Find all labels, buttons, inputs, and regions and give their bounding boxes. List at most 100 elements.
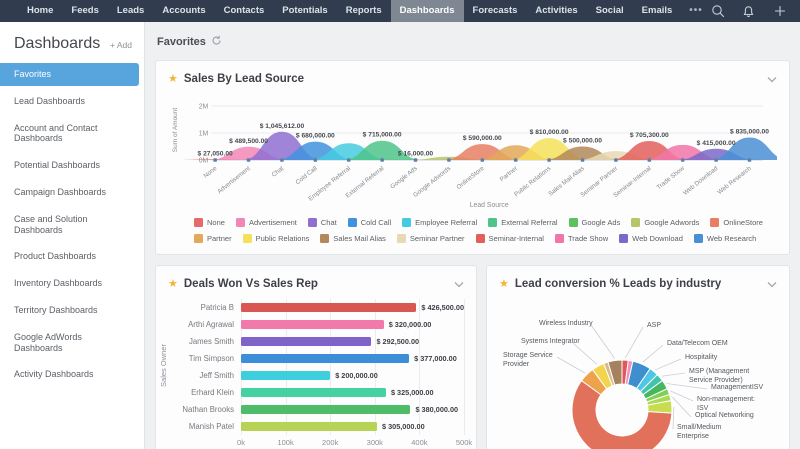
top-nav-items: Home Feeds Leads Accounts Contacts Potentials…	[18, 0, 681, 22]
donut-slice-slice-9[interactable]	[571, 379, 673, 449]
sidebar-item-activity-dashboards[interactable]: Activity Dashboards	[14, 369, 94, 380]
collapse-chevron-icon[interactable]	[767, 275, 777, 293]
bar-patricia-b[interactable]	[241, 303, 417, 312]
sidebar-item-product-dashboards[interactable]: Product Dashboards	[14, 251, 97, 262]
donut-label-optical-networking: Optical Networking	[695, 412, 754, 419]
area-peak-web-research[interactable]	[710, 137, 777, 160]
nav-item-social[interactable]: Social	[595, 5, 624, 16]
nav-item-home[interactable]: Home	[27, 5, 54, 16]
legend-label: Seminar Partner	[409, 233, 465, 243]
legend-item-none[interactable]: None	[194, 215, 225, 229]
legend-item-advertisement[interactable]: Advertisement	[235, 215, 297, 229]
legend-item-cold-call[interactable]: Cold Call	[347, 215, 392, 229]
sidebar-item-lead-dashboards[interactable]: Lead Dashboards	[14, 95, 86, 106]
nav-item-forecasts[interactable]: Forecasts	[472, 5, 518, 16]
bar-chart-plot: $ 426,500.00 $ 320,000.00 $ 292,500.00 $ 37…	[241, 299, 465, 435]
sidebar-item-case-and-solution-dashboards[interactable]: Case and Solution Dashboards	[14, 213, 88, 235]
bar-erhard-klein[interactable]	[241, 388, 386, 397]
bar-james-smith[interactable]	[241, 337, 372, 346]
search-icon[interactable]	[711, 4, 725, 18]
nav-item-feeds[interactable]: Feeds	[71, 5, 99, 16]
nav-item-dashboards[interactable]: Dashboards	[390, 0, 464, 22]
donut-chart: ASP Data/Telecom OEM Hospitality MSP (Manag…	[499, 295, 777, 449]
donut-label-small-medium-enterprise: Small/Medium Enterprise	[677, 424, 722, 441]
bar-row-arthi-agrawal: $ 320,000.00	[241, 316, 464, 333]
legend-label: None	[207, 217, 225, 227]
legend-item-public-relations[interactable]: Public Relations	[242, 231, 309, 245]
bar-value-label: $ 426,500.00	[421, 303, 464, 312]
nav-item-contacts[interactable]: Contacts	[223, 5, 265, 16]
sidebar-item-inventory-dashboards[interactable]: Inventory Dashboards	[14, 278, 103, 289]
legend-item-web-download[interactable]: Web Download	[619, 231, 683, 245]
favorite-star-icon[interactable]: ★	[168, 277, 178, 290]
sidebar-item-potential-dashboards[interactable]: Potential Dashboards	[14, 160, 101, 171]
favorite-star-icon[interactable]: ★	[168, 72, 178, 85]
bar-row-nathan-brooks: $ 380,000.00	[241, 401, 464, 418]
bar-nathan-brooks[interactable]	[241, 405, 411, 414]
nav-item-leads[interactable]: Leads	[116, 5, 145, 16]
legend-item-google-ads[interactable]: Google Ads	[568, 215, 621, 229]
legend-item-employee-referral[interactable]: Employee Referral	[402, 215, 477, 229]
legend-label: Partner	[207, 233, 232, 243]
plus-icon[interactable]	[773, 4, 787, 18]
legend-item-sales-mail-alias[interactable]: Sales Mail Alias	[320, 231, 386, 245]
legend-item-seminar-partner[interactable]: Seminar Partner	[396, 231, 465, 245]
sidebar-item-google-adwords-dashboards[interactable]: Google AdWords Dashboards	[14, 331, 82, 353]
legend-item-onlinestore[interactable]: OnlineStore	[710, 215, 763, 229]
chart-legend: None Advertisement Chat Cold Call Employee R…	[194, 215, 777, 245]
svg-text:Chat: Chat	[271, 165, 286, 179]
legend-label: Google Ads	[581, 217, 621, 227]
bar-jeff-smith[interactable]	[241, 371, 331, 380]
legend-item-trade-show[interactable]: Trade Show	[554, 231, 608, 245]
legend-label: Advertisement	[248, 217, 297, 227]
bar-value-label: $ 377,000.00	[414, 354, 457, 363]
legend-item-external-referral[interactable]: External Referral	[488, 215, 558, 229]
x-tick-label: 200k	[322, 438, 339, 447]
legend-item-seminar-internal[interactable]: Seminar-Internal	[475, 231, 544, 245]
bar-tim-simpson[interactable]	[241, 354, 410, 363]
top-navigation-bar: Home Feeds Leads Accounts Contacts Potentials…	[0, 0, 800, 22]
nav-item-potentials[interactable]: Potentials	[282, 5, 328, 16]
legend-swatch	[242, 233, 252, 243]
nav-item-emails[interactable]: Emails	[641, 5, 673, 16]
bar-category-patricia-b: Patricia B	[200, 303, 234, 312]
svg-text:Web Download: Web Download	[682, 165, 720, 197]
svg-text:Web Research: Web Research	[716, 165, 753, 196]
legend-swatch	[194, 233, 203, 243]
legend-item-partner[interactable]: Partner	[194, 231, 232, 245]
bar-chart-y-axis-title: Sales Owner	[158, 344, 168, 387]
add-dashboard-button[interactable]: + Add	[110, 40, 132, 50]
area-peak-external-referral[interactable]	[342, 140, 422, 160]
sidebar-item-territory-dashboards[interactable]: Territory Dashboards	[14, 304, 98, 315]
card-sales-by-lead-source: ★ Sales By Lead Source 0M 1M 2M Sum of Amou…	[155, 60, 790, 255]
svg-text:Cold Call: Cold Call	[294, 165, 318, 186]
refresh-icon[interactable]	[211, 33, 222, 51]
legend-label: Seminar-Internal	[488, 233, 544, 243]
bar-manish-patel[interactable]	[241, 422, 378, 431]
legend-swatch	[235, 217, 245, 227]
legend-item-chat[interactable]: Chat	[307, 215, 337, 229]
nav-item-activities[interactable]: Activities	[535, 5, 578, 16]
legend-item-web-research[interactable]: Web Research	[693, 231, 756, 245]
sidebar-item-campaign-dashboards[interactable]: Campaign Dashboards	[14, 186, 107, 197]
legend-swatch	[631, 217, 641, 227]
donut-slice-wireless-industry[interactable]	[607, 359, 623, 386]
bell-icon[interactable]	[742, 4, 756, 18]
bar-value-label: $ 305,000.00	[382, 422, 425, 431]
sidebar-item-favorites[interactable]: Favorites	[0, 63, 139, 86]
collapse-chevron-icon[interactable]	[767, 70, 777, 88]
legend-label: Chat	[320, 217, 337, 227]
nav-item-reports[interactable]: Reports	[345, 5, 382, 16]
legend-item-google-adwords[interactable]: Google Adwords	[631, 215, 699, 229]
nav-more-button[interactable]: •••	[689, 5, 703, 16]
legend-label: External Referral	[501, 217, 558, 227]
svg-text:Sum of Amount: Sum of Amount	[172, 108, 179, 153]
favorite-star-icon[interactable]: ★	[499, 277, 509, 290]
bar-arthi-agrawal[interactable]	[241, 320, 384, 329]
legend-label: Cold Call	[360, 217, 392, 227]
sidebar-item-account-and-contact-dashboards[interactable]: Account and Contact Dashboards	[14, 122, 98, 144]
donut-svg	[556, 324, 708, 449]
collapse-chevron-icon[interactable]	[454, 275, 464, 293]
nav-item-accounts[interactable]: Accounts	[162, 5, 206, 16]
bar-category-arthi-agrawal: Arthi Agrawal	[188, 320, 234, 329]
